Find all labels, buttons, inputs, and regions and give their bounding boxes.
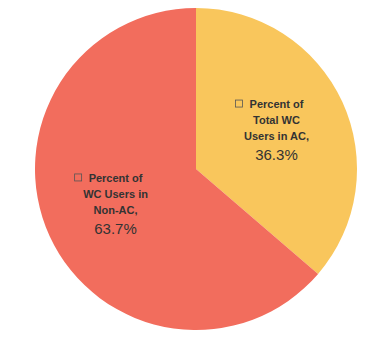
label-key bbox=[236, 100, 243, 107]
category-label-line: Non-AC, bbox=[94, 204, 138, 216]
chart: Percent of Total WC Users in AC, 36.3% Perce… bbox=[0, 0, 389, 349]
category-label: Percent of WC Users in Non-AC, bbox=[83, 172, 148, 216]
label-key bbox=[75, 174, 82, 181]
category-label-line: Percent of bbox=[250, 98, 304, 110]
category-label: Percent of Total WC Users in AC, bbox=[244, 98, 309, 142]
category-label-line: Percent of bbox=[89, 172, 143, 184]
category-label-line: Total WC bbox=[253, 114, 300, 126]
category-label-line: Users in AC, bbox=[244, 130, 309, 142]
pie-slice bbox=[35, 8, 318, 330]
value-label: 36.3% bbox=[255, 146, 298, 163]
data-labels: Percent of Total WC Users in AC, 36.3% Perce… bbox=[75, 98, 309, 237]
pie bbox=[35, 8, 357, 330]
category-label-line: WC Users in bbox=[83, 188, 148, 200]
value-label: 63.7% bbox=[94, 220, 137, 237]
